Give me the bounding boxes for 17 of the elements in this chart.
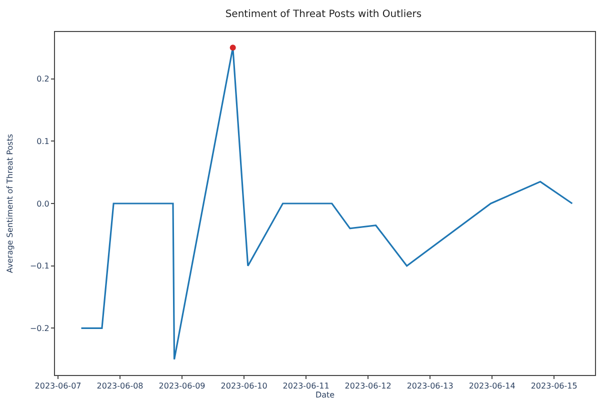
x-tick-label: 2023-06-14 bbox=[468, 382, 516, 391]
x-tick-label: 2023-06-08 bbox=[96, 382, 144, 391]
x-tick-label: 2023-06-11 bbox=[282, 382, 330, 391]
x-tick-label: 2023-06-13 bbox=[406, 382, 454, 391]
y-tick-label: 0.1 bbox=[36, 136, 50, 146]
x-tick-label: 2023-06-07 bbox=[34, 382, 82, 391]
y-axis-title: Average Sentiment of Threat Posts bbox=[6, 134, 15, 274]
x-tick-label: 2023-06-15 bbox=[530, 382, 578, 391]
x-tick-label: 2023-06-09 bbox=[158, 382, 206, 391]
x-axis-title: Date bbox=[315, 390, 335, 400]
y-tick-label: 0.0 bbox=[36, 199, 50, 208]
chart-title: Sentiment of Threat Posts with Outliers bbox=[225, 9, 422, 20]
y-tick-label: −0.2 bbox=[30, 324, 50, 334]
y-tick-label: −0.1 bbox=[30, 262, 50, 271]
x-tick-label: 2023-06-12 bbox=[344, 382, 392, 391]
y-tick-label: 0.2 bbox=[36, 74, 50, 84]
x-tick-label: 2023-06-10 bbox=[220, 382, 268, 391]
